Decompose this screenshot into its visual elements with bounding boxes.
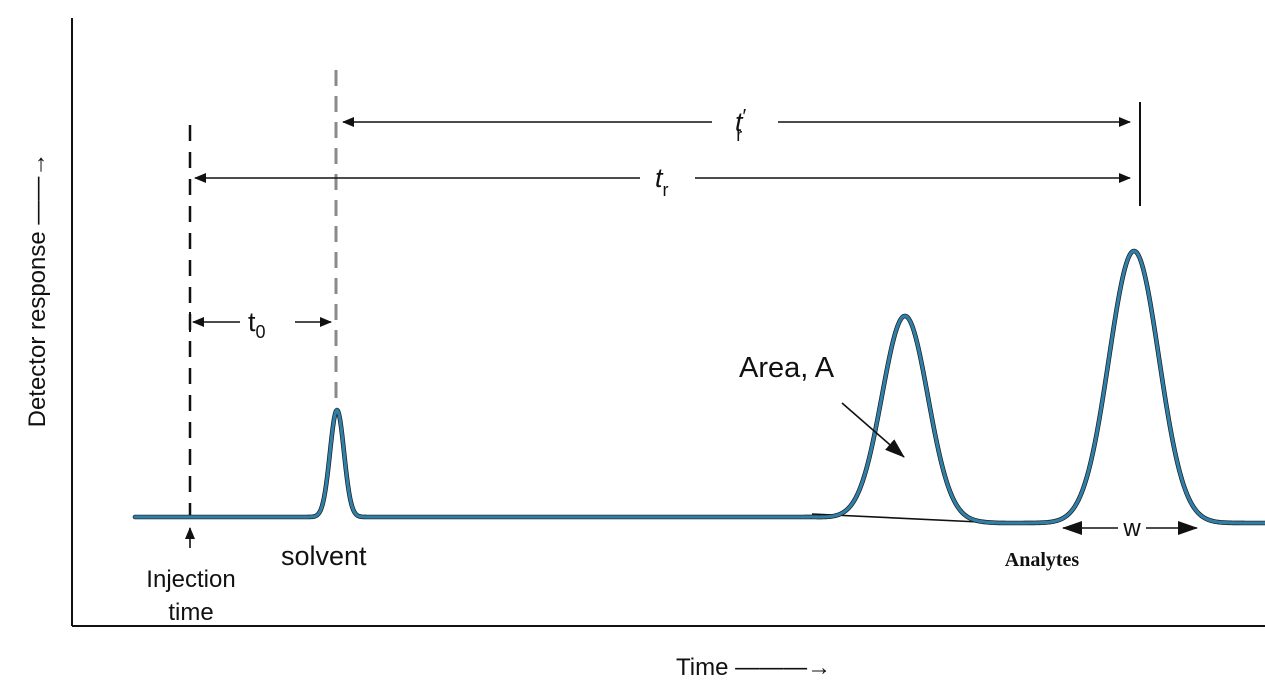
injection-label-line1: Injection (146, 566, 235, 593)
injection-label-line2: time (168, 599, 213, 626)
solvent-label: solvent (281, 541, 367, 571)
chromatogram-trace (133, 249, 1265, 525)
x-axis-label: Time ———→ (676, 654, 831, 681)
width-label: w (1122, 515, 1141, 542)
t0-label: t0 (248, 307, 266, 342)
tr-label: tr (655, 163, 669, 200)
chromatogram-trace-outline (132, 248, 1265, 526)
tr-prime-label: t′ r (735, 106, 747, 145)
peak-baseline (811, 513, 1001, 524)
y-axis-label: Detector response ——→ (24, 153, 51, 428)
area-pointer-arrow (841, 402, 905, 458)
area-label: Area, A (739, 352, 835, 384)
analytes-label: Analytes (1005, 549, 1080, 571)
